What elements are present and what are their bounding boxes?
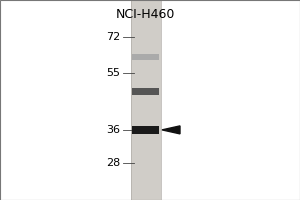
Text: 72: 72 (106, 32, 120, 42)
Text: 28: 28 (106, 158, 120, 168)
Text: 55: 55 (106, 68, 120, 78)
Text: NCI-H460: NCI-H460 (116, 8, 175, 21)
Bar (132, 54, 159, 60)
Bar (132, 88, 159, 95)
Bar (130, 0, 160, 200)
Bar (132, 126, 159, 134)
Text: 36: 36 (106, 125, 120, 135)
FancyArrow shape (162, 126, 180, 134)
